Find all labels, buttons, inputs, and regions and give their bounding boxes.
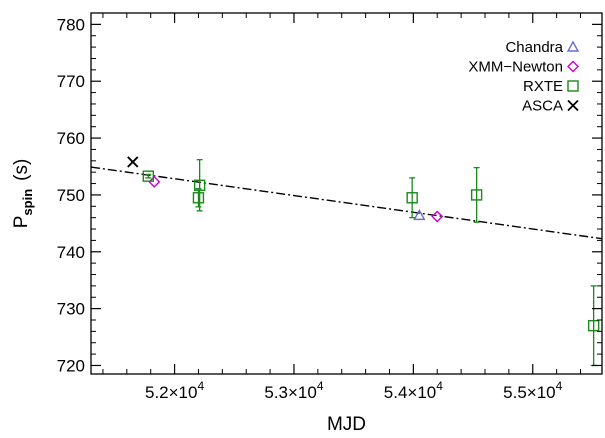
y-axis-title: Pspin (s) [11,159,35,229]
asca-point [127,156,139,168]
y-tick-label: 740 [57,243,85,262]
legend-label-asca: ASCA [522,98,563,115]
plot-frame [90,12,603,375]
chandra-point [413,208,426,221]
legend-label-chandra: Chandra [505,39,563,56]
x-tick-exponent: 4 [197,379,204,393]
x-tick-mantissa: 5.2×10 [145,383,197,402]
rxte-point [142,170,155,182]
y-tick-label: 760 [57,129,85,148]
x-axis-title: MJD [327,414,366,435]
xmm-newton-point [431,210,444,223]
x-tick-exponent: 4 [436,379,443,393]
x-tick-mantissa: 5.5×10 [503,383,555,402]
legend-marker-xmm-newton [567,60,579,73]
legend-label-xmm-newton: XMM−Newton [468,59,563,76]
x-tick-mantissa: 5.4×10 [384,383,436,402]
x-tick-label: 5.3×104 [264,379,323,402]
x-tick-label: 5.5×104 [503,379,562,402]
rxte-point [193,179,206,191]
x-tick-exponent: 4 [556,379,563,393]
y-tick-label: 730 [57,300,85,319]
rxte-point [587,319,600,332]
legend-marker-asca [567,99,579,112]
y-axis-title-subscript: spin [20,189,35,216]
x-tick-mantissa: 5.3×10 [264,383,316,402]
y-tick-label: 720 [57,356,85,375]
asca-point-stroke-b [127,156,139,168]
xmm-newton-point [148,175,161,188]
fit-line [90,166,603,240]
x-tick-exponent: 4 [317,379,324,393]
y-tick-label: 770 [57,72,85,91]
x-tick-label: 5.4×104 [384,379,443,402]
legend-label-rxte: RXTE [523,78,563,95]
legend-marker-asca-stroke-b [567,99,579,112]
y-tick-label: 750 [57,186,85,205]
x-tick-label: 5.2×104 [145,379,204,402]
rxte-point [192,192,205,204]
y-axis-title-unit: (s) [11,159,32,181]
legend-marker-rxte [567,80,579,92]
rxte-point [470,189,483,201]
legend: Chandra XMM−Newton RXTE ASCA [468,39,580,115]
legend-marker-chandra [566,40,580,52]
plot-area [90,156,603,367]
y-tick-label: 780 [57,15,85,34]
rxte-point [406,192,418,204]
y-axis-title-symbol: P [11,216,32,229]
